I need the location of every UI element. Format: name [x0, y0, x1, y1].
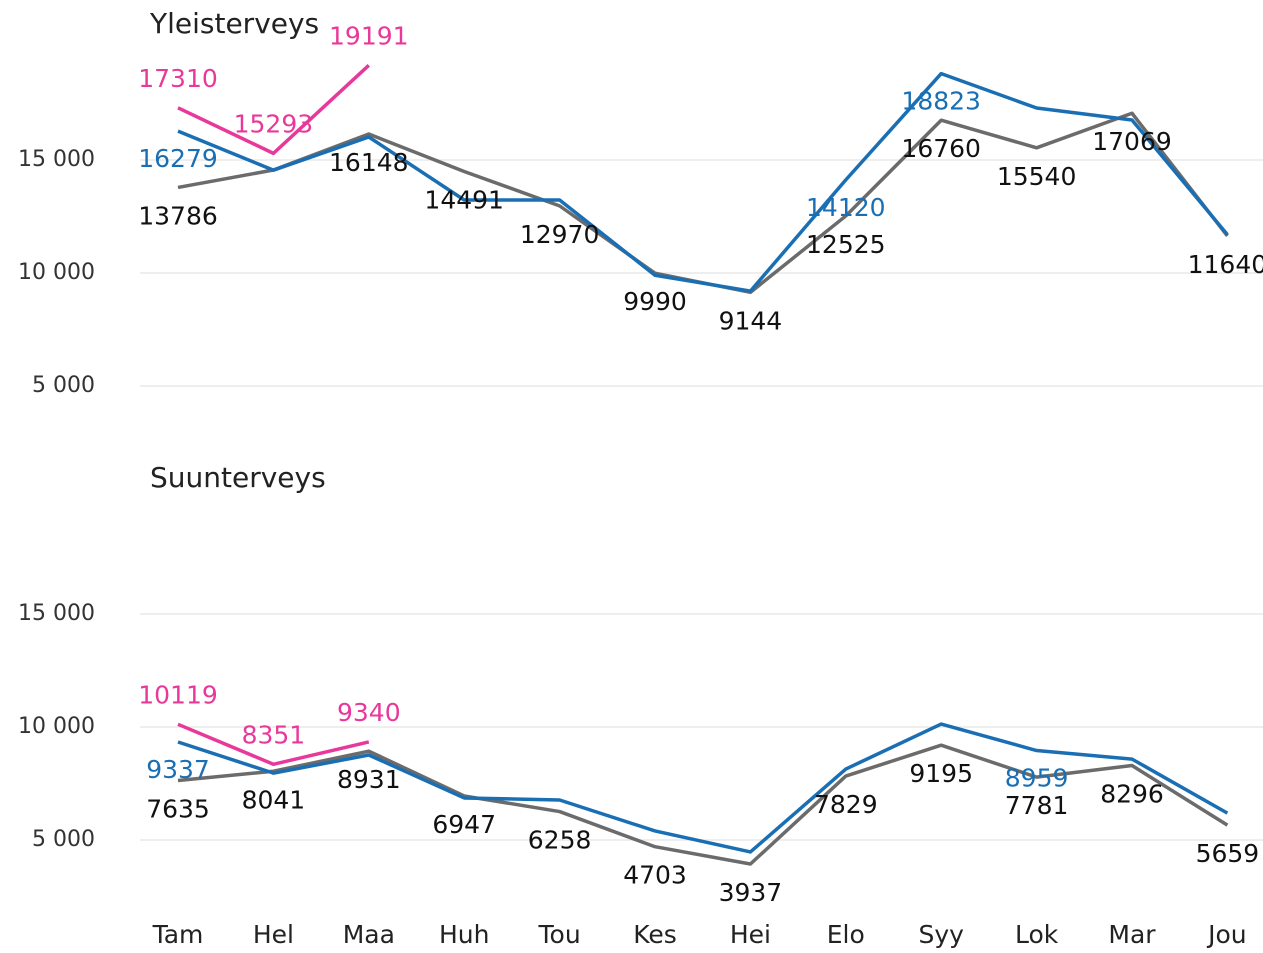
y-tick-label: 10 000 — [18, 714, 95, 739]
line — [177, 743, 1229, 866]
x-tick-label: Syy — [918, 920, 964, 949]
data-label: 6258 — [528, 826, 592, 855]
y-tick-label: 5 000 — [32, 373, 95, 398]
data-label: 5659 — [1196, 839, 1260, 868]
data-label: 9990 — [623, 287, 687, 316]
x-tick-label: Mar — [1108, 920, 1156, 949]
data-label: 13786 — [138, 201, 218, 230]
data-label: 9337 — [146, 755, 210, 784]
data-label: 16148 — [329, 148, 409, 177]
x-tick-label: Jou — [1206, 920, 1247, 949]
line — [177, 63, 370, 156]
x-tick-label: Lok — [1015, 920, 1059, 949]
data-label: 9195 — [909, 759, 973, 788]
data-label: 17310 — [138, 64, 218, 93]
data-label: 16279 — [138, 144, 218, 173]
x-tick-label: Huh — [439, 920, 490, 949]
data-label: 18823 — [901, 87, 981, 116]
x-tick-label: Kes — [633, 920, 677, 949]
chart-title: Suunterveys — [150, 461, 326, 494]
y-tick-label: 15 000 — [18, 147, 95, 172]
data-label: 14120 — [806, 193, 886, 222]
data-label: 15293 — [234, 109, 314, 138]
x-tick-label: Hel — [253, 920, 294, 949]
data-label: 3937 — [719, 878, 783, 907]
data-label: 8931 — [337, 765, 401, 794]
data-label: 7781 — [1005, 791, 1069, 820]
y-tick-label: 10 000 — [18, 260, 95, 285]
data-label: 15540 — [997, 162, 1077, 191]
data-label: 8959 — [1005, 764, 1069, 793]
data-label: 8351 — [242, 720, 306, 749]
line — [177, 111, 1229, 295]
x-tick-label: Elo — [827, 920, 865, 949]
data-label: 19191 — [329, 21, 409, 50]
data-label: 8041 — [242, 785, 306, 814]
line — [177, 71, 1229, 293]
data-label: 17069 — [1092, 127, 1172, 156]
y-tick-label: 5 000 — [32, 827, 95, 852]
data-label: 12525 — [806, 230, 886, 259]
data-label: 4703 — [623, 861, 687, 890]
data-label: 7635 — [146, 794, 210, 823]
data-label: 10119 — [138, 680, 218, 709]
data-label: 8296 — [1100, 780, 1164, 809]
line — [177, 722, 1229, 854]
y-tick-label: 15 000 — [18, 601, 95, 626]
data-label: 6947 — [432, 810, 496, 839]
data-label: 14491 — [424, 186, 504, 215]
data-label: 9340 — [337, 698, 401, 727]
data-label: 11640 — [1188, 250, 1263, 279]
x-tick-label: Maa — [343, 920, 395, 949]
chart-title: Yleisterveys — [149, 7, 319, 40]
x-tick-label: Hei — [730, 920, 771, 949]
data-label: 9144 — [719, 306, 783, 335]
data-label: 16760 — [901, 134, 981, 163]
data-label: 12970 — [520, 220, 600, 249]
x-tick-label: Tou — [538, 920, 581, 949]
data-label: 7829 — [814, 790, 878, 819]
line — [177, 722, 370, 767]
x-tick-label: Tam — [152, 920, 204, 949]
